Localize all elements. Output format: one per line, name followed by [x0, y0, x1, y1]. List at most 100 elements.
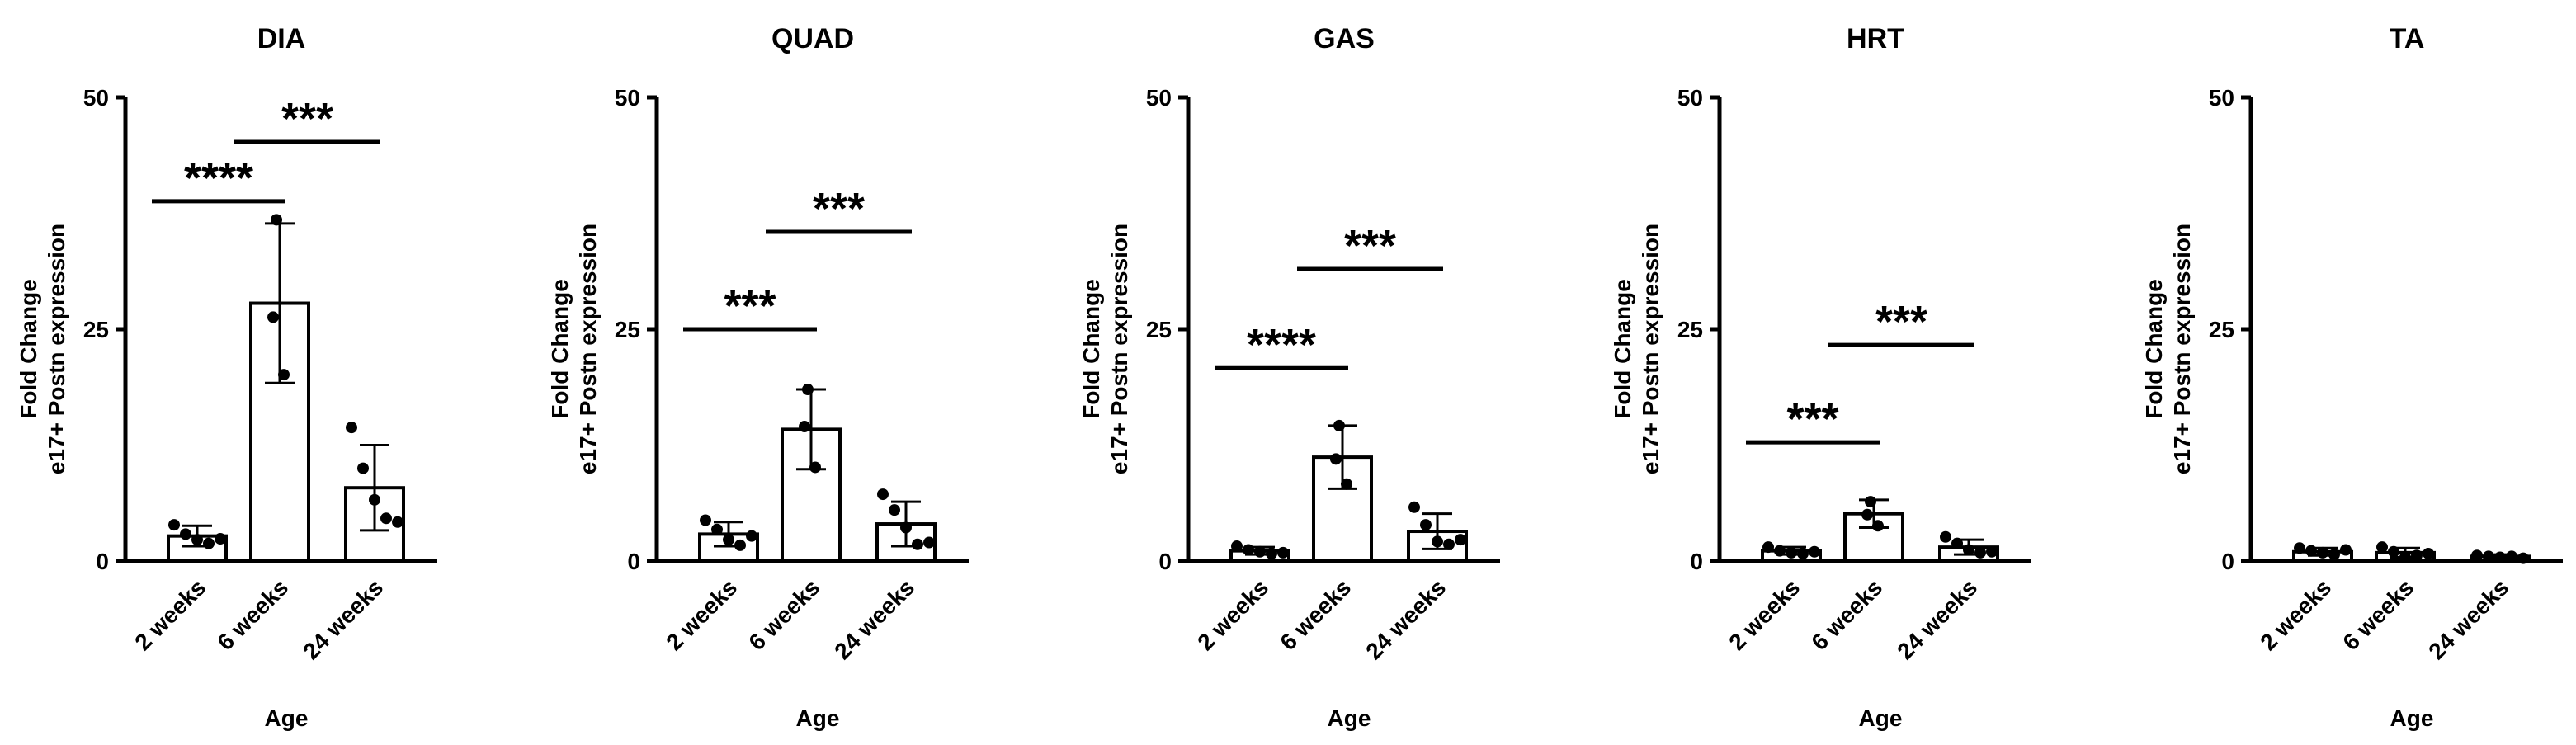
significance-label: *** — [281, 94, 333, 144]
data-point — [1786, 546, 1797, 559]
y-axis-label-line2: e17+ Postn expression — [2169, 224, 2195, 474]
data-point — [1266, 548, 1277, 560]
y-tick-label: 50 — [1677, 85, 1703, 111]
data-point — [1865, 496, 1876, 508]
data-point — [2388, 545, 2399, 558]
data-point — [380, 512, 392, 525]
significance-label: *** — [1786, 394, 1838, 444]
data-point — [1330, 453, 1342, 465]
y-tick-label: 25 — [1146, 317, 1172, 342]
chart-panel-dia: DIA Fold Change e17+ Postn expression 0 25 50… — [16, 23, 437, 731]
data-point — [2399, 551, 2411, 563]
y-tick-label: 50 — [83, 85, 109, 111]
y-axis-label-line1: Fold Change — [2141, 279, 2167, 419]
data-point — [267, 311, 279, 323]
data-point — [1986, 545, 1998, 558]
data-point — [799, 421, 810, 433]
x-tick-label: 2 weeks — [1192, 574, 1273, 655]
x-tick-label: 6 weeks — [743, 574, 824, 655]
data-point — [2376, 541, 2388, 554]
data-point — [2471, 549, 2483, 562]
y-tick-label: 25 — [83, 317, 109, 342]
data-point — [1974, 546, 1986, 559]
data-point — [1809, 545, 1820, 558]
data-point — [203, 537, 215, 549]
x-tick-label: 6 weeks — [212, 574, 293, 655]
x-tick-label: 2 weeks — [661, 574, 742, 655]
chart-title: DIA — [257, 23, 306, 54]
chart-panel-gas: GAS Fold Change e17+ Postn expression 0 25 50… — [1078, 23, 1500, 731]
data-point — [923, 536, 935, 549]
data-point — [1963, 544, 1974, 556]
y-axis-label-line2: e17+ Postn expression — [1106, 224, 1132, 474]
y-tick-label: 50 — [615, 85, 640, 111]
data-point — [1762, 541, 1774, 554]
x-tick-label: 6 weeks — [1275, 574, 1356, 655]
data-point — [1231, 540, 1243, 553]
data-point — [1951, 537, 1963, 549]
data-point — [711, 523, 723, 535]
x-tick-label: 24 weeks — [829, 574, 919, 664]
data-point — [746, 530, 757, 542]
x-tick-label: 24 weeks — [2423, 574, 2513, 664]
data-point — [168, 519, 180, 531]
data-point — [1333, 419, 1345, 431]
y-tick-label: 25 — [615, 317, 640, 342]
y-tick-label: 25 — [2209, 317, 2234, 342]
data-point — [889, 504, 900, 516]
x-axis-label: Age — [796, 705, 840, 731]
y-axis-label-line2: e17+ Postn expression — [1638, 224, 1663, 474]
y-axis-label-line1: Fold Change — [1610, 279, 1635, 419]
y-axis-label: Fold Change e17+ Postn expression — [16, 224, 69, 474]
chart-title: QUAD — [771, 23, 854, 54]
y-tick-label: 0 — [2221, 549, 2234, 574]
data-point — [2411, 549, 2423, 562]
data-point — [1872, 520, 1884, 532]
y-axis-label-line1: Fold Change — [16, 279, 41, 419]
significance-label: *** — [1344, 221, 1396, 271]
data-point — [1432, 535, 1443, 548]
y-tick-label: 0 — [1158, 549, 1172, 574]
x-axis-label: Age — [1328, 705, 1371, 731]
y-tick-label: 0 — [96, 549, 109, 574]
significance-label: **** — [184, 153, 253, 203]
chart-title: GAS — [1314, 23, 1375, 54]
data-point — [1797, 548, 1809, 560]
data-point — [346, 422, 357, 434]
chart-panel-hrt: HRT Fold Change e17+ Postn expression 0 25 50… — [1610, 23, 2031, 731]
data-point — [912, 538, 923, 550]
data-point — [723, 534, 734, 546]
y-axis-label-line1: Fold Change — [1078, 279, 1104, 419]
significance-label: *** — [813, 184, 865, 233]
data-point — [392, 516, 403, 528]
significance-label: **** — [1247, 320, 1316, 370]
significance-label: *** — [724, 281, 776, 331]
y-axis-label-line2: e17+ Postn expression — [575, 224, 601, 474]
data-point — [1254, 545, 1266, 558]
x-tick-label: 2 weeks — [2255, 574, 2336, 655]
y-axis-label: Fold Change e17+ Postn expression — [1078, 224, 1132, 474]
data-point — [2305, 545, 2317, 557]
data-point — [2340, 544, 2352, 556]
data-point — [700, 514, 711, 526]
data-point — [1861, 508, 1873, 521]
x-tick-label: 6 weeks — [2338, 574, 2418, 655]
significance-label: *** — [1875, 297, 1927, 347]
x-tick-label: 24 weeks — [298, 574, 388, 664]
y-tick-label: 50 — [1146, 85, 1172, 111]
data-point — [1443, 538, 1455, 550]
y-tick-label: 0 — [1690, 549, 1703, 574]
data-point — [1455, 534, 1466, 546]
data-point — [877, 488, 889, 501]
x-axis-label: Age — [2390, 705, 2434, 731]
data-point — [357, 462, 369, 474]
data-point — [1408, 501, 1420, 513]
y-tick-label: 25 — [1677, 317, 1703, 342]
y-axis-label-line1: Fold Change — [547, 279, 573, 419]
chart-title: TA — [2390, 23, 2425, 54]
data-point — [900, 521, 912, 534]
y-axis-label-line2: e17+ Postn expression — [44, 224, 69, 474]
chart-panel-ta: TA Fold Change e17+ Postn expression 0 25 50 2… — [2141, 23, 2563, 731]
data-point — [802, 384, 814, 396]
